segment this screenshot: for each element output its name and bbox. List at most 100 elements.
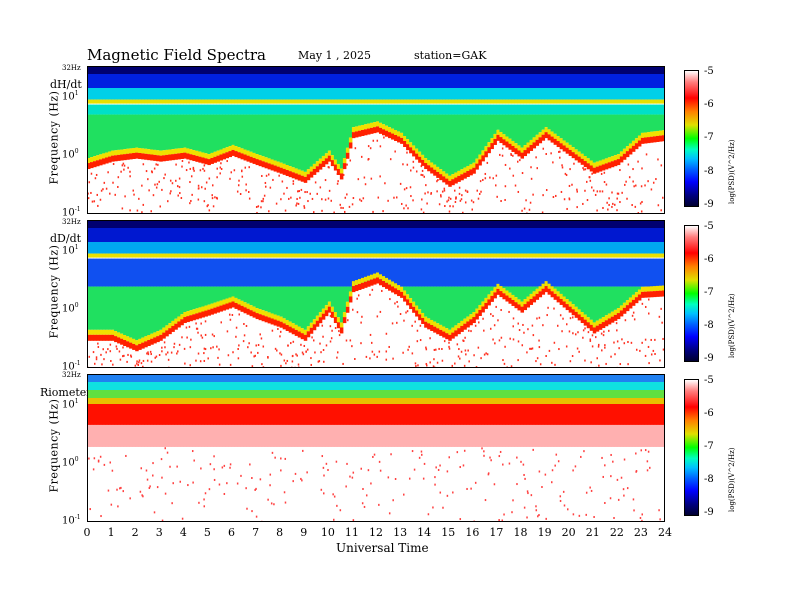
spectrum-cell xyxy=(204,382,208,390)
spectrum-edge xyxy=(472,162,476,168)
spectrum-speckle xyxy=(203,347,206,350)
spectrum-edge xyxy=(93,156,97,162)
spectrum-edge xyxy=(559,143,564,150)
spectrum-band xyxy=(586,253,591,258)
spectrum-cell xyxy=(472,382,476,390)
spectrum-cell xyxy=(282,114,287,164)
spectrum-cell xyxy=(439,242,443,254)
spectrum-cell xyxy=(168,74,172,88)
spectrum-speckle xyxy=(195,327,198,330)
spectrum-cell xyxy=(460,104,464,115)
spectrum-speckle xyxy=(205,181,208,184)
spectrum-band xyxy=(514,99,518,104)
spectrum-cell xyxy=(412,114,416,146)
spectrum-speckle xyxy=(370,177,373,180)
spectrum-cell xyxy=(264,114,269,158)
spectrum-cell xyxy=(634,242,639,254)
spectrum-cell xyxy=(454,228,458,242)
spectrum-cell xyxy=(439,374,443,382)
spectrum-edge xyxy=(222,148,226,154)
spectrum-cell xyxy=(99,228,103,242)
spectrum-cell xyxy=(282,398,287,404)
spectrum-cell xyxy=(240,242,245,254)
spectrum-edge xyxy=(201,157,205,164)
spectrum-speckle xyxy=(92,351,95,354)
spectrum-cell xyxy=(622,286,627,303)
spectrum-cell xyxy=(469,382,473,390)
spectrum-cell xyxy=(222,398,226,404)
spectrum-speckle xyxy=(136,360,138,363)
spectrum-cell xyxy=(406,242,410,254)
spectrum-speckle xyxy=(100,189,103,192)
spectrum-cell xyxy=(126,424,130,447)
spectrum-edge xyxy=(637,289,642,295)
spectrum-cell xyxy=(324,424,329,447)
spectrum-cell xyxy=(526,228,531,242)
spectrum-band xyxy=(156,253,160,258)
spectrum-cell xyxy=(517,74,521,88)
spectrum-speckle xyxy=(208,177,211,180)
spectrum-cell xyxy=(297,286,302,327)
spectrum-cell xyxy=(538,66,543,74)
spectrum-cell xyxy=(270,88,275,100)
spectrum-cell xyxy=(309,258,314,287)
spectrum-speckle xyxy=(378,503,380,506)
spectrum-band xyxy=(264,99,269,104)
spectrum-cell xyxy=(114,390,118,398)
spectrum-edge xyxy=(400,291,404,298)
spectrum-cell xyxy=(454,382,458,390)
spectrum-speckle xyxy=(662,196,664,199)
spectrum-speckle xyxy=(136,362,138,365)
spectrum-cell xyxy=(484,390,488,398)
spectrum-cell xyxy=(318,258,323,287)
spectrum-cell xyxy=(487,88,491,100)
spectrum-speckle xyxy=(647,298,650,301)
spectrum-cell xyxy=(90,220,94,228)
spectrum-edge xyxy=(261,315,266,322)
spectrum-cell xyxy=(165,242,169,254)
spectrum-edge xyxy=(580,153,585,159)
spectrum-cell xyxy=(433,242,437,254)
spectrum-speckle xyxy=(400,202,403,205)
spectrum-cell xyxy=(442,66,446,74)
spectrum-cell xyxy=(532,286,537,292)
spectrum-edge xyxy=(511,140,515,146)
spectrum-edge xyxy=(550,136,555,143)
spectrum-cell xyxy=(562,258,567,287)
spectrum-speckle xyxy=(419,339,422,342)
spectrum-cell xyxy=(348,382,353,390)
spectrum-speckle xyxy=(255,487,257,490)
spectrum-cell xyxy=(123,424,127,447)
spectrum-cell xyxy=(541,242,546,254)
spectrum-cell xyxy=(553,228,558,242)
spectrum-edge xyxy=(219,305,223,312)
spectrum-speckle xyxy=(216,167,218,170)
spectrum-cell xyxy=(625,114,630,147)
spectrum-cell xyxy=(463,382,467,390)
spectrum-cell xyxy=(135,66,139,74)
spectrum-cell xyxy=(177,382,181,390)
spectrum-cell xyxy=(300,382,305,390)
spectrum-cell xyxy=(478,114,482,155)
spectrum-cell xyxy=(394,258,398,287)
spectrum-speckle xyxy=(408,345,410,348)
spectrum-cell xyxy=(487,74,491,88)
spectrum-cell xyxy=(643,66,648,74)
spectrum-cell xyxy=(120,398,124,404)
spectrogram-canvas xyxy=(87,374,665,522)
spectrum-cell xyxy=(288,398,293,404)
spectrum-edge xyxy=(436,166,440,172)
spectrum-cell xyxy=(541,66,546,74)
spectrum-edge xyxy=(499,137,503,144)
spectrum-cell xyxy=(126,66,130,74)
spectrum-speckle xyxy=(171,182,174,185)
spectrum-speckle xyxy=(129,175,131,178)
spectrum-speckle xyxy=(576,188,578,191)
spectrum-band xyxy=(165,253,169,258)
spectrum-cell xyxy=(388,382,392,390)
spectrum-cell xyxy=(159,74,163,88)
spectrum-speckle xyxy=(331,329,333,332)
spectrum-speckle xyxy=(280,353,283,356)
spectrum-speckle xyxy=(195,359,197,362)
spectrum-cell xyxy=(469,104,473,115)
